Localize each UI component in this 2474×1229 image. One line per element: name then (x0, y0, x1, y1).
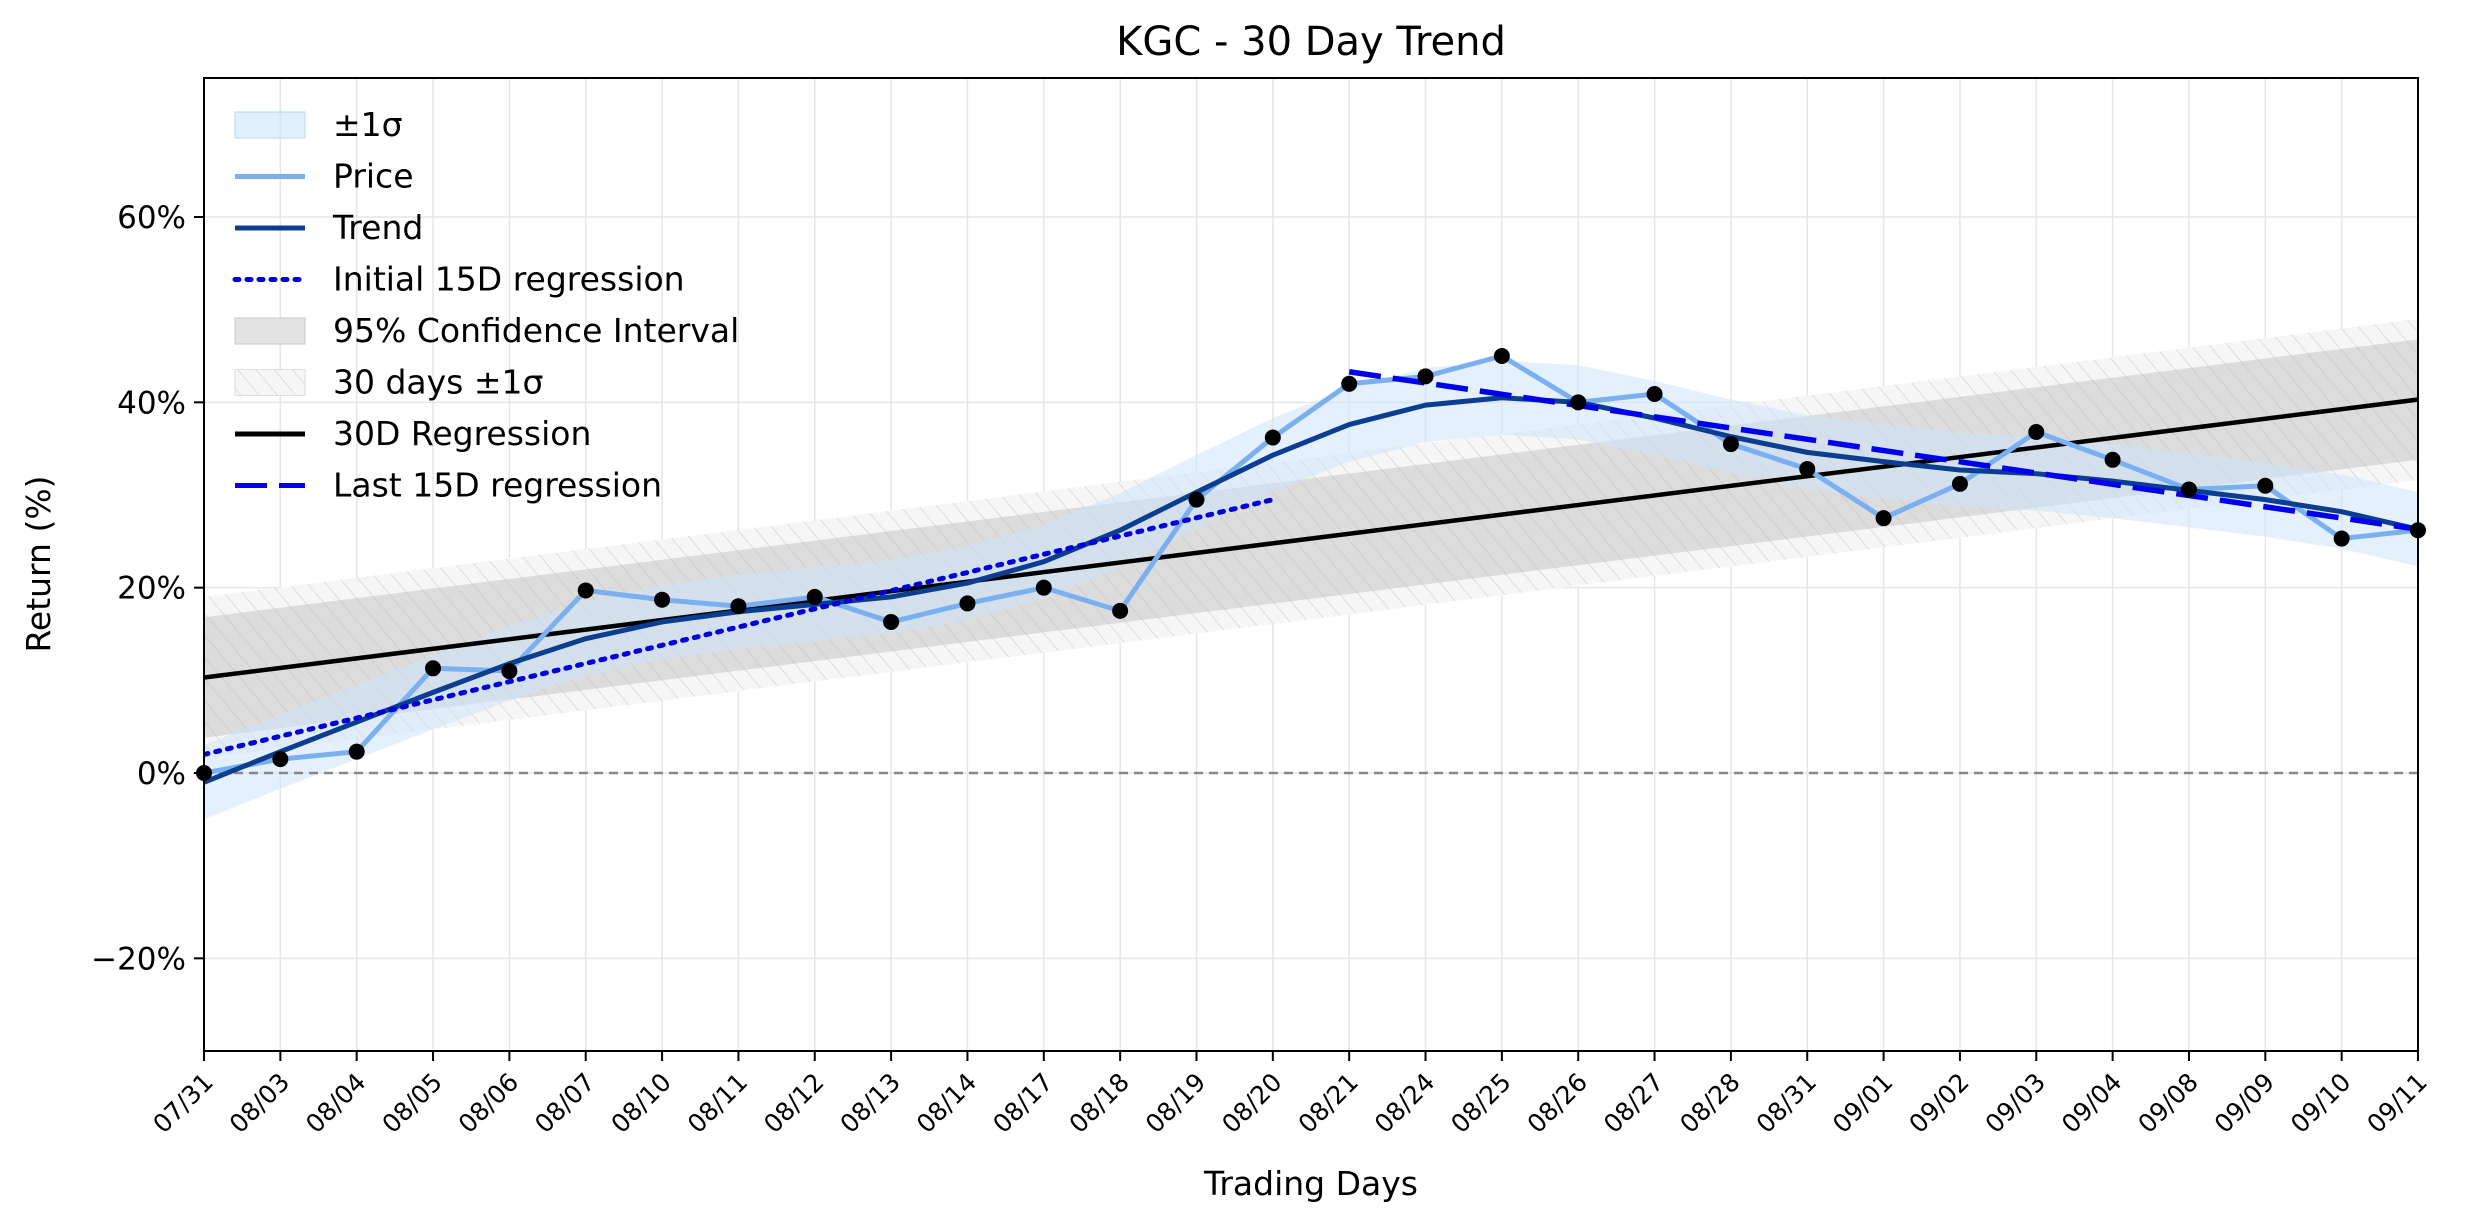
legend-label: Last 15D regression (333, 466, 662, 505)
price-point (1722, 436, 1739, 453)
price-point (2180, 481, 2197, 498)
price-point (1646, 385, 1663, 402)
price-point (1799, 461, 1816, 478)
price-point (2104, 451, 2121, 468)
x-tick-label: 08/12 (758, 1067, 829, 1138)
legend: ±1σ Price Trend Initial 15D regression 95% C… (232, 105, 739, 505)
x-tick-label: 08/11 (682, 1067, 753, 1138)
price-point (1951, 475, 1968, 492)
x-tick-label: 08/24 (1369, 1067, 1440, 1138)
price-point (577, 582, 594, 599)
x-tick-label: 09/08 (2132, 1067, 2203, 1138)
price-point (1188, 491, 1205, 508)
chart-title: KGC - 30 Day Trend (1116, 19, 1506, 65)
initial-15d-regression-line (204, 497, 1276, 757)
price-point (1112, 602, 1129, 619)
price-point (425, 660, 442, 677)
legend-label: Price (333, 157, 414, 196)
x-tick-label: 08/21 (1293, 1067, 1364, 1138)
series-lines (204, 353, 2418, 785)
x-tick-label: 08/27 (1598, 1067, 1669, 1138)
x-tick-label: 08/26 (1522, 1067, 1593, 1138)
price-point (1341, 375, 1358, 392)
trend-sigma-band (204, 360, 2418, 820)
y-tick-label: 60% (117, 200, 186, 236)
x-tick-label: 09/09 (2209, 1067, 2280, 1138)
x-tick-label: 09/02 (1903, 1067, 1974, 1138)
price-point (654, 591, 671, 608)
price-point (959, 595, 976, 612)
x-tick-label: 08/14 (911, 1067, 982, 1138)
x-tick-label: 08/18 (1064, 1067, 1135, 1138)
legend-label: Trend (332, 208, 423, 247)
y-axis-label: Return (%) (19, 475, 58, 652)
price-point (2257, 477, 2274, 494)
x-tick-label: 08/20 (1216, 1067, 1287, 1138)
price-point (1493, 348, 1510, 364)
legend-label: 95% Confidence Interval (333, 311, 739, 350)
x-tick-label: 09/01 (1827, 1067, 1898, 1138)
x-axis-label: Trading Days (1203, 1164, 1418, 1203)
price-point (2333, 530, 2350, 547)
x-tick-label: 08/05 (376, 1067, 447, 1138)
x-tick-label: 08/13 (835, 1067, 906, 1138)
price-point (883, 613, 900, 630)
price-point (1417, 368, 1434, 385)
y-tick-label: −20% (91, 941, 186, 977)
legend-label: ±1σ (333, 105, 403, 144)
x-tick-label: 09/03 (1980, 1067, 2051, 1138)
x-tick-label: 09/11 (2361, 1067, 2432, 1138)
price-point (348, 743, 365, 760)
legend-label: 30D Regression (333, 414, 591, 453)
price-point (1570, 394, 1587, 411)
plot-frame (203, 77, 2419, 1052)
x-tick-label: 08/28 (1674, 1067, 1745, 1138)
legend-swatch-sigma (234, 111, 306, 139)
regression-30d-line (204, 397, 2418, 680)
x-tick-label: 09/10 (2285, 1067, 2356, 1138)
legend-label: Initial 15D regression (333, 260, 685, 299)
x-tick-label: 08/07 (529, 1067, 600, 1138)
price-point (501, 663, 518, 680)
x-tick-label: 08/31 (1751, 1067, 1822, 1138)
legend-swatch-sigma-30d (234, 369, 306, 396)
y-tick-label: 0% (137, 756, 186, 792)
price-point (2028, 423, 2045, 440)
price-point (272, 751, 289, 768)
legend-swatch-confidence (234, 317, 306, 345)
x-tick-label: 09/04 (2056, 1067, 2127, 1138)
price-points (196, 348, 2426, 781)
price-point (806, 588, 823, 605)
x-tick-label: 07/31 (147, 1067, 218, 1138)
x-tick-label: 08/25 (1445, 1067, 1516, 1138)
price-line (204, 353, 2418, 776)
y-tick-label: 20% (117, 571, 186, 607)
y-tick-label: 40% (117, 385, 186, 421)
x-tick-label: 08/03 (224, 1067, 295, 1138)
price-point (730, 598, 747, 615)
x-tick-label: 08/10 (605, 1067, 676, 1138)
x-tick-label: 08/04 (300, 1067, 371, 1138)
last-15d-regression-line (1348, 369, 2418, 533)
price-point (1035, 579, 1052, 596)
price-point (1875, 510, 1892, 527)
price-point (1264, 429, 1281, 446)
x-tick-label: 08/19 (1140, 1067, 1211, 1138)
x-tick-label: 08/17 (987, 1067, 1058, 1138)
x-tick-label: 08/06 (453, 1067, 524, 1138)
legend-label: 30 days ±1σ (333, 363, 543, 402)
